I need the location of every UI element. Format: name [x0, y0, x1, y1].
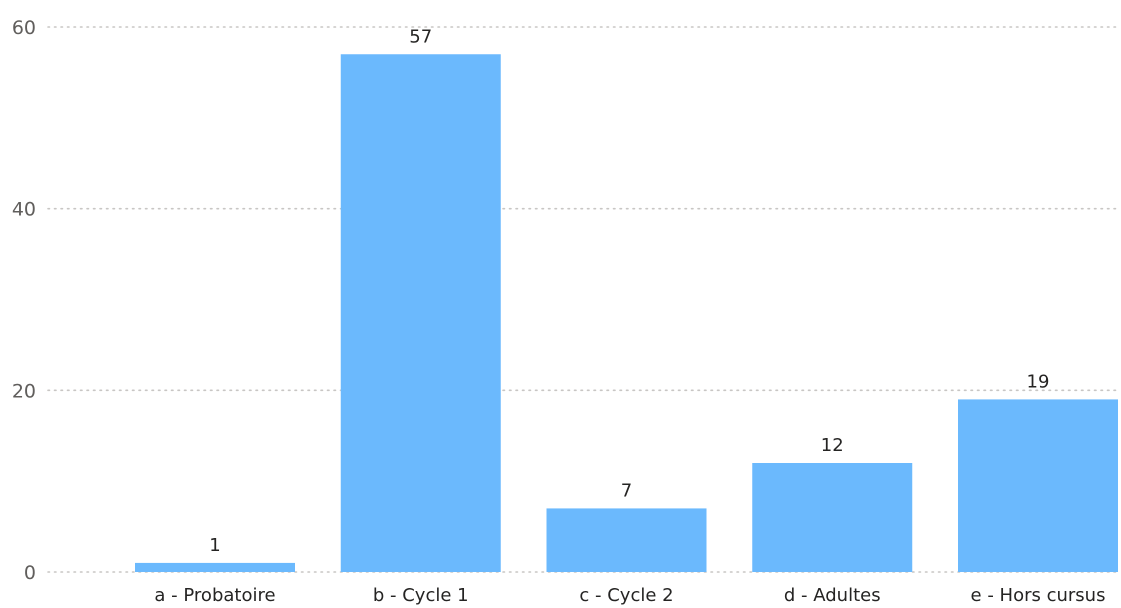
- data-label: 19: [1027, 371, 1050, 392]
- y-tick-label: 0: [24, 562, 36, 584]
- y-tick-label: 60: [12, 17, 36, 39]
- data-label: 1: [209, 535, 220, 556]
- x-category-label: c - Cycle 2: [579, 585, 673, 606]
- bar: [546, 508, 707, 572]
- gridlines: [47, 26, 1118, 573]
- y-tick-label: 20: [12, 380, 36, 402]
- data-labels: 1 57 7 12 19: [209, 26, 1049, 556]
- x-category-label: e - Hors cursus: [971, 585, 1106, 606]
- data-label: 7: [621, 480, 632, 501]
- x-category-label: b - Cycle 1: [373, 585, 469, 606]
- x-category-label: d - Adultes: [784, 585, 881, 606]
- y-tick-label: 40: [12, 199, 36, 221]
- bar: [135, 562, 295, 572]
- bars: [135, 54, 1118, 572]
- bar: [752, 463, 913, 572]
- data-label: 57: [409, 26, 432, 47]
- x-axis-categories: a - Probatoire b - Cycle 1 c - Cycle 2 d - …: [154, 585, 1105, 606]
- x-category-label: a - Probatoire: [154, 585, 275, 606]
- y-axis-ticks: 0 20 40 60: [12, 17, 36, 584]
- bar: [340, 54, 501, 572]
- data-label: 12: [821, 435, 844, 456]
- bar: [958, 399, 1118, 572]
